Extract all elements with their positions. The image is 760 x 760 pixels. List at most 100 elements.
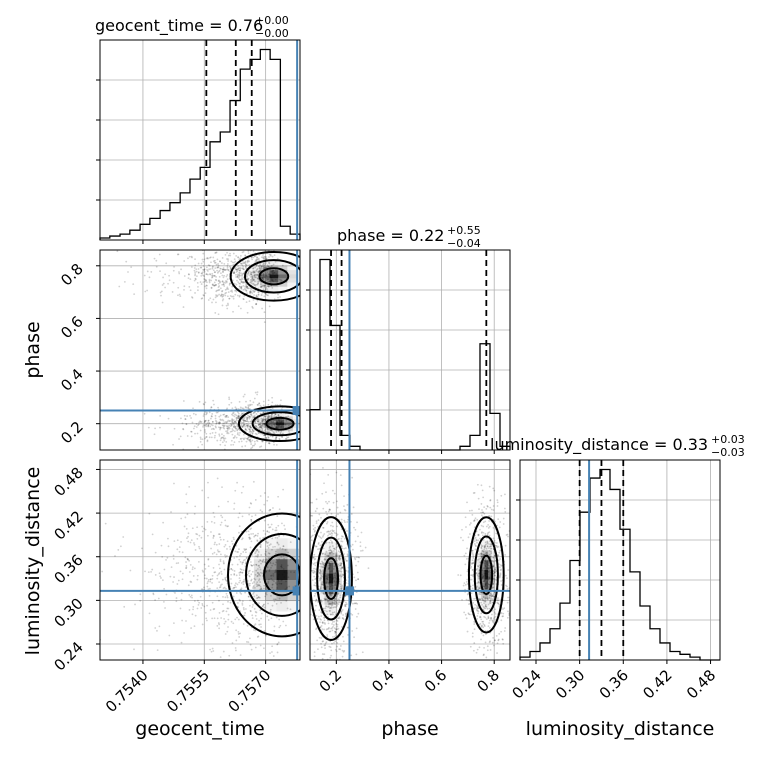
sample-point [264,418,266,421]
sample-point [247,437,250,439]
sample-point [154,627,157,629]
sample-point [333,587,336,590]
sample-point [497,638,500,641]
sample-point [143,274,146,277]
truth-marker [292,586,300,596]
sample-point [275,436,278,438]
sample-point [273,425,276,427]
sample-point [233,586,236,589]
sample-point [487,583,490,586]
sample-point [479,554,482,557]
sample-point [211,432,214,434]
sample-point [133,293,136,296]
sample-point [476,607,479,610]
sample-point [253,414,256,417]
sample-point [267,436,270,439]
sample-point [477,663,479,665]
sample-point [180,268,182,271]
hist-step-line [309,258,511,451]
sample-point [201,258,204,261]
sample-point [202,663,204,665]
sample-point [262,418,265,421]
sample-point [268,442,271,445]
sample-point [265,256,268,259]
sample-point [266,416,269,419]
xtick-label: 0.7555 [163,666,213,716]
sample-point [235,427,237,430]
sample-point [226,287,228,290]
sample-point [253,535,256,538]
sample-point [318,513,321,516]
sample-point [245,243,247,245]
density-cell [484,540,489,551]
sample-point [215,263,218,266]
sample-point [476,582,478,585]
sample-point [258,269,261,272]
sample-point [251,582,254,585]
sample-point [311,514,314,517]
sample-point [486,505,489,507]
sample-point [481,620,484,623]
sample-point [479,528,481,531]
sample-point [490,552,493,555]
sample-point [321,583,324,586]
sample-point [161,284,164,286]
sample-point [205,273,208,276]
sample-point [322,592,325,595]
sample-point [329,593,332,596]
sample-point [331,627,334,629]
sample-point [335,634,337,637]
sample-point [187,273,190,276]
sample-point [249,420,252,423]
sample-point [250,413,253,416]
sample-point [188,255,191,258]
sample-point [271,435,274,438]
sample-point [326,513,328,516]
sample-point [324,669,326,671]
sample-point [247,595,250,598]
sample-point [271,564,273,567]
sample-point [186,415,189,417]
sample-point [289,558,292,561]
sample-point [236,270,239,272]
sample-point [224,556,227,558]
sample-point [496,542,498,544]
sample-point [250,288,253,290]
sample-point [320,642,322,645]
sample-point [272,546,274,548]
sample-point [238,636,241,638]
density-cell [298,580,300,591]
sample-point [248,439,251,442]
sample-point [324,558,327,561]
sample-point [173,576,175,578]
sample-point [267,399,270,402]
hist-bar [480,344,490,450]
sample-point [478,597,481,600]
sample-point [256,277,259,280]
sample-point [341,567,344,569]
sample-point [259,559,261,561]
sample-point [331,542,334,544]
sample-point [257,291,260,293]
sample-point [240,280,243,283]
sample-point [216,439,219,442]
sample-point [253,416,255,419]
sample-point [497,597,499,599]
sample-point [224,519,227,522]
hist-bar [470,435,480,450]
sample-point [205,287,208,290]
sample-point [332,636,334,638]
sample-point [186,513,189,516]
sample-point [228,545,231,548]
hist-bar [670,651,680,660]
hist-bar [530,651,540,660]
sample-point [215,420,218,423]
sample-point [330,560,333,563]
sample-point [206,604,208,607]
sample-point [258,423,261,426]
sample-point [477,587,480,589]
sample-point [188,571,191,573]
sample-point [237,606,239,609]
sample-point [266,243,268,245]
sample-point [483,653,485,656]
